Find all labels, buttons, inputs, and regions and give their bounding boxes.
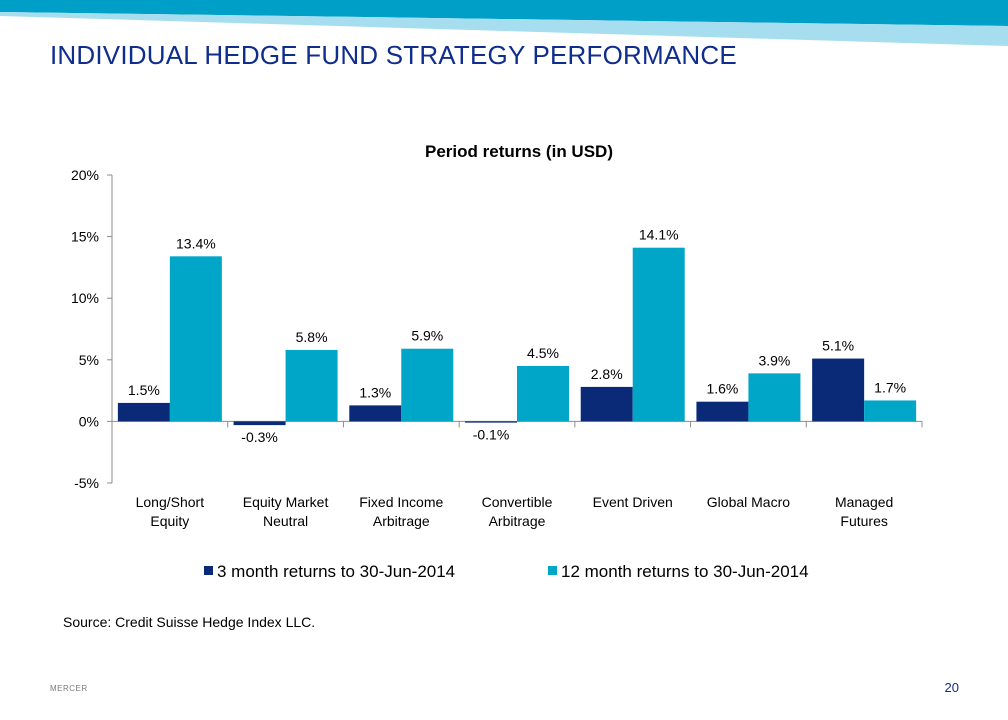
bar-12m	[748, 373, 801, 422]
data-label-3m: 5.1%	[822, 338, 854, 354]
category-label: Neutral	[263, 513, 308, 529]
y-tick-label: 5%	[79, 352, 99, 368]
data-label-12m: 5.8%	[296, 329, 328, 345]
y-tick-label: 15%	[71, 229, 99, 245]
data-label-3m: 1.6%	[706, 381, 738, 397]
legend-label-12m: 12 month returns to 30-Jun-2014	[561, 562, 809, 581]
bar-3m	[580, 386, 633, 422]
bar-3m	[233, 421, 286, 426]
category-label: Equity Market	[243, 494, 329, 510]
chart-title: Period returns (in USD)	[425, 142, 613, 161]
y-tick-label: 0%	[79, 413, 99, 429]
bar-12m	[517, 365, 569, 422]
bar-chart: Period returns (in USD) 20% 15% 10% 5% 0% -5% 1…	[71, 142, 923, 581]
bar-12m	[285, 349, 338, 422]
legend-label-3m: 3 month returns to 30-Jun-2014	[217, 562, 455, 581]
bar-3m	[349, 405, 402, 422]
data-label-12m: 4.5%	[527, 345, 559, 361]
bar-12m	[169, 256, 222, 422]
bar-12m	[632, 247, 685, 422]
y-tick-label: 10%	[71, 290, 99, 306]
y-tick-label: -5%	[74, 475, 99, 491]
legend-swatch-3m	[204, 566, 213, 575]
data-label-3m: -0.1%	[473, 427, 510, 443]
data-label-12m: 3.9%	[758, 352, 790, 368]
data-label-12m: 13.4%	[176, 235, 216, 251]
legend-swatch-12m	[548, 566, 557, 575]
data-label-3m: 1.5%	[128, 382, 160, 398]
category-label: Arbitrage	[373, 513, 430, 529]
category-label: Arbitrage	[489, 513, 546, 529]
header-band	[0, 0, 1008, 46]
data-label-12m: 5.9%	[411, 328, 443, 344]
bar-12m	[864, 400, 917, 422]
category-label: Convertible	[482, 494, 553, 510]
category-label: Equity	[150, 513, 189, 529]
category-label: Global Macro	[707, 494, 790, 510]
data-label-3m: 1.3%	[359, 384, 391, 400]
data-label-3m: -0.3%	[241, 429, 278, 445]
category-label: Long/Short	[136, 494, 205, 510]
category-label: Managed	[835, 494, 893, 510]
category-label: Event Driven	[593, 494, 673, 510]
page-number: 20	[944, 680, 959, 695]
footer-brand: MERCER	[50, 684, 88, 693]
y-tick-label: 20%	[71, 167, 99, 183]
category-label: Fixed Income	[359, 494, 443, 510]
bar-3m	[465, 421, 517, 423]
data-label-12m: 14.1%	[639, 227, 679, 243]
slide-title: INDIVIDUAL HEDGE FUND STRATEGY PERFORMAN…	[50, 40, 737, 70]
data-label-3m: 2.8%	[591, 366, 623, 382]
header-band-dark	[0, 0, 1008, 26]
header-band-light	[0, 12, 1008, 46]
bar-12m	[401, 348, 454, 422]
bar-3m	[696, 401, 749, 422]
source-note: Source: Credit Suisse Hedge Index LLC.	[63, 614, 316, 630]
bar-3m	[812, 358, 865, 422]
category-label: Futures	[840, 513, 887, 529]
data-label-12m: 1.7%	[874, 379, 906, 395]
bar-3m	[117, 402, 170, 422]
